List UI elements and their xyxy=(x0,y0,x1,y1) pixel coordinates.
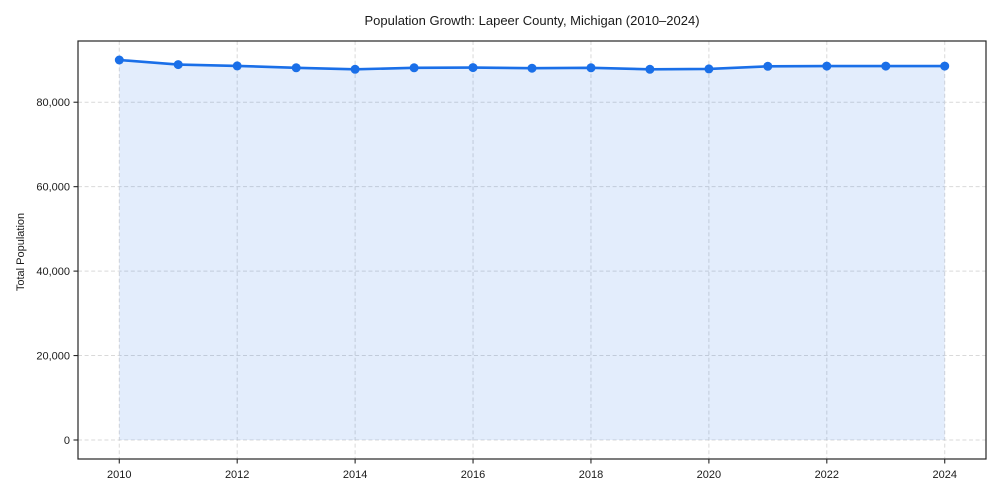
x-tick-label: 2012 xyxy=(225,469,249,481)
data-point-marker xyxy=(232,61,242,71)
data-point-marker xyxy=(822,61,832,71)
x-tick-label: 2020 xyxy=(697,469,721,481)
x-tick-label: 2024 xyxy=(932,469,956,481)
x-tick-label: 2016 xyxy=(461,469,485,481)
data-point-marker xyxy=(527,63,537,73)
x-tick-label: 2018 xyxy=(579,469,603,481)
y-tick-label: 0 xyxy=(64,435,70,447)
data-point-marker xyxy=(350,64,360,74)
y-tick-label: 20,000 xyxy=(36,350,70,362)
data-point-marker xyxy=(704,64,714,74)
area-fill xyxy=(119,60,945,440)
data-point-marker xyxy=(586,63,596,73)
data-point-marker xyxy=(173,60,183,70)
data-point-marker xyxy=(645,64,655,74)
data-point-marker xyxy=(763,61,773,71)
data-point-marker xyxy=(409,63,419,73)
data-point-marker xyxy=(291,63,301,73)
y-tick-label: 60,000 xyxy=(36,181,70,193)
y-tick-label: 40,000 xyxy=(36,266,70,278)
data-point-marker xyxy=(940,61,950,71)
y-tick-label: 80,000 xyxy=(36,97,70,109)
x-tick-label: 2010 xyxy=(107,469,131,481)
plot-border xyxy=(77,40,987,460)
chart-title: Population Growth: Lapeer County, Michig… xyxy=(364,13,700,28)
x-tick-label: 2014 xyxy=(343,469,367,481)
x-tick-label: 2022 xyxy=(815,469,839,481)
data-point-marker xyxy=(881,61,891,71)
data-point-marker xyxy=(468,63,478,73)
data-point-marker xyxy=(114,55,124,65)
